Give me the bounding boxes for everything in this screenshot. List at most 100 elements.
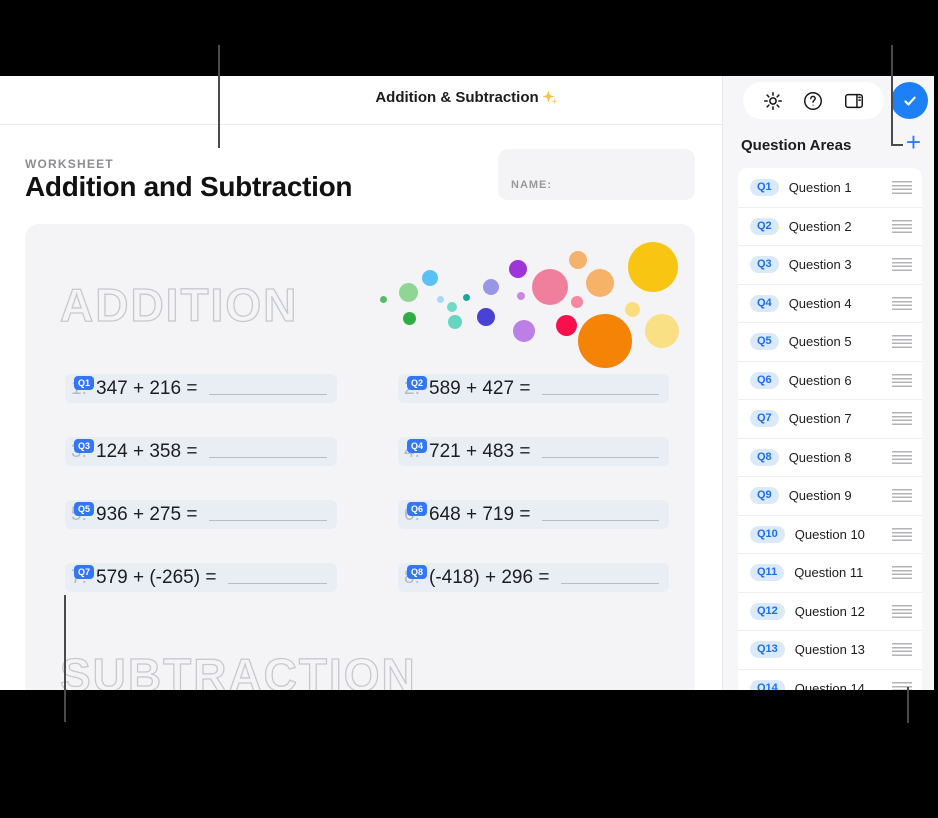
question-tag-badge[interactable]: Q2 [407, 376, 428, 390]
drag-handle-icon[interactable] [892, 335, 912, 349]
question-tag-badge[interactable]: Q5 [74, 502, 95, 516]
window-title: Addition & Subtraction [375, 89, 558, 106]
question-label: Question 5 [788, 334, 852, 350]
bubble-decoration [555, 314, 577, 336]
drag-handle-icon[interactable] [892, 180, 912, 194]
question-list-item[interactable]: Q10 Question 10 [738, 514, 922, 554]
name-field[interactable]: NAME: [498, 149, 695, 200]
question-list-item[interactable]: Q3 Question 3 [738, 245, 922, 284]
bubble-decoration [645, 314, 679, 348]
problem-row[interactable]: 4. Q4 721 + 483 = [398, 437, 669, 466]
drag-handle-icon[interactable] [892, 643, 912, 657]
gear-icon[interactable] [761, 89, 785, 113]
question-list-item[interactable]: Q1 Question 1 [738, 168, 922, 207]
problem-row[interactable]: 5. Q5 936 + 275 = [65, 500, 337, 529]
bubble-decoration [513, 320, 535, 342]
question-list-item[interactable]: Q6 Question 6 [738, 360, 922, 400]
question-badge: Q3 [750, 256, 779, 274]
problems-grid: 1. Q1 347 + 216 = 2. Q2 589 + 427 = 3. [65, 374, 669, 592]
question-list-item[interactable]: Q11 Question 11 [738, 553, 922, 592]
question-list-item[interactable]: Q9 Question 9 [738, 476, 922, 515]
callout-line-add-button-elbow [891, 144, 903, 146]
question-tag-badge[interactable]: Q7 [74, 565, 95, 579]
question-label: Question 1 [788, 179, 852, 195]
question-list: Q1 Question 1 Q2 Question 2 Q3 Question … [738, 168, 922, 690]
problem-expression: 579 + (-265) = [96, 566, 217, 588]
question-tag-badge[interactable]: Q1 [74, 376, 95, 390]
question-label: Question 11 [794, 565, 864, 581]
drag-handle-icon[interactable] [892, 604, 912, 618]
question-tag-badge[interactable]: Q4 [407, 439, 428, 453]
answer-line [209, 520, 327, 521]
worksheet-eyebrow: WORKSHEET [25, 157, 114, 171]
question-list-item[interactable]: Q7 Question 7 [738, 399, 922, 438]
question-list-item[interactable]: Q13 Question 13 [738, 630, 922, 669]
answer-line [561, 583, 659, 584]
drag-handle-icon[interactable] [892, 566, 912, 580]
question-list-item[interactable]: Q8 Question 8 [738, 437, 922, 477]
drag-handle-icon[interactable] [892, 296, 912, 310]
bubble-decoration [509, 260, 527, 278]
question-tag-badge[interactable]: Q8 [407, 565, 428, 579]
question-label: Question 6 [788, 372, 852, 388]
question-badge: Q5 [750, 333, 779, 351]
sidebar: Question Areas + Q1 Question 1 Q2 Questi… [722, 76, 934, 690]
help-icon[interactable] [801, 89, 825, 113]
bubble-decoration [571, 296, 583, 308]
callout-line-question-tag [64, 595, 66, 722]
problem-expression: 589 + 427 = [429, 377, 531, 399]
question-label: Question 7 [788, 411, 852, 427]
question-label: Question 3 [788, 257, 852, 273]
question-tag-badge[interactable]: Q6 [407, 502, 428, 516]
worksheet-title: Addition and Subtraction [25, 171, 353, 202]
question-label: Question 12 [794, 603, 865, 619]
answer-line [209, 457, 327, 458]
question-badge: Q8 [750, 448, 779, 466]
problem-row[interactable]: 1. Q1 347 + 216 = [65, 374, 337, 403]
question-label: Question 4 [788, 295, 852, 311]
question-badge: Q9 [750, 487, 779, 505]
problem-expression: 721 + 483 = [429, 440, 531, 462]
sidebar-panel-icon[interactable] [842, 89, 866, 113]
problem-row[interactable]: 8. Q8 (-418) + 296 = [398, 563, 669, 592]
confirm-button[interactable] [891, 82, 928, 119]
problem-row[interactable]: 3. Q3 124 + 358 = [65, 437, 337, 466]
app-window: WORKSHEET Addition and Subtraction NAME:… [0, 76, 934, 690]
bubble-decoration [379, 295, 387, 303]
main-header [0, 76, 722, 125]
drag-handle-icon[interactable] [892, 527, 912, 541]
question-badge: Q4 [750, 294, 779, 312]
question-list-item[interactable]: Q5 Question 5 [738, 322, 922, 361]
question-badge: Q6 [750, 371, 779, 389]
problem-row[interactable]: 7. Q7 579 + (-265) = [65, 563, 337, 592]
question-badge: Q10 [750, 525, 785, 543]
sidebar-title: Question Areas [741, 137, 852, 154]
question-badge: Q7 [750, 410, 779, 428]
drag-handle-icon[interactable] [892, 681, 912, 690]
drag-handle-icon[interactable] [892, 373, 912, 387]
drag-handle-icon[interactable] [892, 219, 912, 233]
drag-handle-icon[interactable] [892, 412, 912, 426]
add-question-button[interactable]: + [905, 127, 921, 157]
question-list-item[interactable]: Q4 Question 4 [738, 283, 922, 323]
question-list-item[interactable]: Q12 Question 12 [738, 591, 922, 631]
answer-line [542, 520, 659, 521]
drag-handle-icon[interactable] [892, 258, 912, 272]
worksheet-page: ADDITION 1. Q1 347 + 216 = 2. Q2 589 + 4… [25, 224, 695, 690]
drag-handle-icon[interactable] [892, 450, 912, 464]
section-title-addition: ADDITION [59, 278, 299, 331]
window-title-text: Addition & Subtraction [375, 89, 539, 106]
problem-expression: 648 + 719 = [429, 503, 531, 525]
bubble-decoration [462, 293, 470, 301]
drag-handle-icon[interactable] [892, 489, 912, 503]
question-tag-badge[interactable]: Q3 [74, 439, 95, 453]
bubble-decoration [477, 308, 495, 326]
question-badge: Q14 [750, 679, 785, 690]
bubble-decoration [628, 242, 678, 292]
problem-row[interactable]: 6. Q6 648 + 719 = [398, 500, 669, 529]
question-list-item[interactable]: Q14 Question 14 [738, 668, 922, 690]
bubble-decoration [624, 301, 640, 317]
problem-row[interactable]: 2. Q2 589 + 427 = [398, 374, 669, 403]
question-label: Question 14 [794, 680, 865, 690]
question-list-item[interactable]: Q2 Question 2 [738, 206, 922, 246]
